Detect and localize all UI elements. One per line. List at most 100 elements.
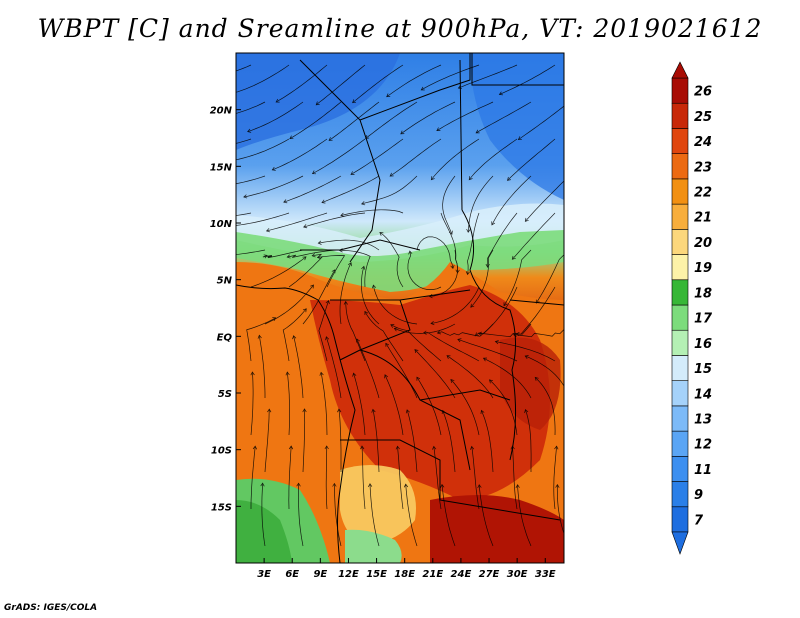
streamline [471, 446, 480, 510]
streamline-arrow [302, 256, 307, 261]
streamline-arrow [477, 484, 482, 489]
streamline-arrow [384, 374, 389, 379]
streamline-arrow [250, 371, 255, 376]
streamline [262, 249, 304, 259]
streamline [236, 249, 266, 255]
map-panel: 3E 6E 9E 12E 15E 18E 21E 24E 27E 30E 33E 20N 15N 10N… [210, 52, 565, 580]
colorbar-swatch [671, 203, 689, 230]
longitude-tick-label: 3E [257, 569, 271, 580]
streamline-arrow [263, 254, 268, 259]
streamline-arrow [325, 299, 330, 305]
streamline [525, 355, 564, 387]
streamline [556, 484, 564, 535]
streamline [436, 101, 494, 131]
streamline-arrow [555, 484, 560, 488]
streamline-arrow [489, 379, 493, 384]
streamline-arrow [288, 445, 294, 450]
streamline-arrow [400, 130, 405, 135]
streamline [340, 209, 404, 216]
streamline [431, 138, 480, 180]
streamline [236, 212, 252, 216]
colorbar-label: 14 [694, 387, 712, 402]
streamline [512, 212, 556, 260]
streamline [373, 285, 418, 325]
colorbar-swatch [671, 506, 689, 533]
streamline [467, 175, 494, 233]
streamline-arrow [389, 172, 394, 177]
streamline [361, 446, 366, 510]
streamline [421, 64, 480, 91]
streamline-arrow [414, 349, 419, 354]
streamline [247, 101, 304, 133]
streamline-arrow [403, 483, 409, 488]
streamline-arrow [332, 482, 337, 487]
streamline-arrow [386, 93, 391, 98]
streamline [320, 372, 328, 436]
colorbar-label: 11 [694, 463, 712, 478]
streamline-arrow [524, 355, 529, 360]
streamline [467, 212, 480, 275]
colorbar-label: 19 [694, 261, 712, 276]
latitude-tick-label: 15N [210, 162, 233, 173]
streamline-arrow [303, 224, 308, 229]
streamline [394, 323, 456, 334]
streamline [384, 374, 404, 436]
streamline-arrow [311, 170, 317, 175]
streamline-arrow [311, 253, 316, 258]
streamline-arrow [524, 408, 529, 414]
footer-credit: GrADS: IGES/COLA [4, 603, 98, 613]
streamline-arrow [474, 332, 479, 337]
streamline [400, 101, 456, 135]
streamline [390, 324, 442, 362]
colorbar-swatch [671, 304, 689, 331]
colorbar-label: 20 [694, 236, 712, 251]
streamline [303, 212, 366, 228]
streamline [250, 256, 307, 288]
streamline-arrow [457, 338, 462, 343]
streamline [483, 357, 532, 399]
streamline [321, 175, 380, 203]
streamline [379, 232, 404, 288]
streamline-arrow [283, 199, 288, 204]
streamline [416, 377, 442, 436]
longitude-tick-label: 12E [338, 569, 359, 580]
streamline-arrow [352, 372, 357, 377]
streamline [361, 175, 418, 205]
streamline [243, 175, 304, 198]
colorbar-label: 17 [694, 312, 713, 327]
streamline [328, 101, 380, 141]
streamline-arrow [275, 98, 280, 103]
streamline [372, 409, 380, 473]
streamline [236, 64, 252, 72]
streamline [315, 64, 366, 106]
streamline [536, 254, 564, 304]
colorbar-swatch [671, 229, 689, 255]
streamline [450, 379, 480, 436]
streamline-arrow [395, 445, 400, 450]
streamline [261, 483, 266, 547]
streamline [487, 212, 518, 268]
colorbar-swatch [671, 178, 689, 205]
latitude-tick-label: 10S [211, 446, 232, 457]
streamline [236, 64, 290, 93]
streamline [250, 372, 254, 436]
latitude-tick-label: 5N [217, 276, 233, 287]
map-frame [235, 52, 565, 564]
colorbar: 7 9 11 12 13 14 15 16 17 18 19 20 21 22 23 24 25 26 [671, 61, 713, 555]
colorbar-label: 7 [694, 513, 704, 528]
streamline-arrow [285, 371, 290, 376]
streamline-arrow [315, 101, 320, 106]
streamline [334, 483, 342, 547]
streamline [491, 175, 532, 226]
streamline [312, 138, 366, 175]
streamline [433, 446, 442, 510]
streamline [272, 138, 328, 171]
streamline [478, 484, 494, 547]
streamline-arrow [302, 408, 307, 413]
streamline-arrow [503, 302, 508, 307]
streamline [325, 446, 328, 510]
colorbar-label: 16 [694, 337, 712, 352]
streamline [283, 175, 342, 203]
streamline [287, 249, 342, 258]
